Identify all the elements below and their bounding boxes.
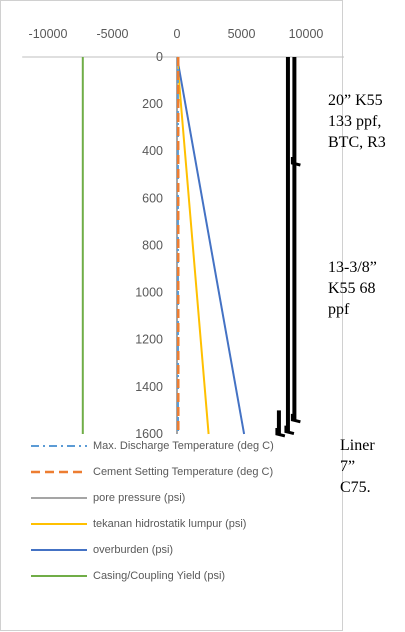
legend-item: Casing/Coupling Yield (psi) — [31, 563, 341, 589]
legend-swatch-pore — [31, 493, 87, 503]
legend-label: Cement Setting Temperature (deg C) — [93, 466, 273, 478]
series-line-4 — [177, 57, 244, 434]
legend-label: Casing/Coupling Yield (psi) — [93, 570, 225, 582]
y-tick-label: 1400 — [135, 380, 163, 394]
x-tick-label: 5000 — [228, 27, 256, 41]
legend-item: tekanan hidrostatik lumpur (psi) — [31, 511, 341, 537]
x-tick-label: 10000 — [289, 27, 324, 41]
legend-item: Cement Setting Temperature (deg C) — [31, 459, 341, 485]
legend: Max. Discharge Temperature (deg C) Cemen… — [31, 433, 341, 589]
annotation-liner-7: Liner 7” C75. — [340, 435, 375, 498]
legend-label: tekanan hidrostatik lumpur (psi) — [93, 518, 246, 530]
chart-area: -10000 -5000 0 5000 10000 0 200 400 600 800 1000 12… — [0, 0, 343, 631]
legend-label: Max. Discharge Temperature (deg C) — [93, 440, 274, 452]
legend-swatch-yield — [31, 571, 87, 581]
y-tick-label: 1000 — [135, 286, 163, 300]
x-tick-label: -10000 — [29, 27, 68, 41]
y-tick-label: 200 — [142, 97, 163, 111]
series-line-3 — [177, 57, 209, 434]
annotation-casing-20: 20” K55 133 ppf, BTC, R3 — [328, 90, 386, 153]
legend-item: Max. Discharge Temperature (deg C) — [31, 433, 341, 459]
legend-label: pore pressure (psi) — [93, 492, 185, 504]
annotation-casing-13: 13-3/8” K55 68 ppf — [328, 257, 377, 320]
legend-swatch-discharge — [31, 441, 87, 451]
legend-swatch-overburden — [31, 545, 87, 555]
legend-label: overburden (psi) — [93, 544, 173, 556]
x-tick-label: -5000 — [97, 27, 129, 41]
y-tick-label: 800 — [142, 238, 163, 252]
y-tick-label: 400 — [142, 144, 163, 158]
legend-swatch-cement — [31, 467, 87, 477]
x-tick-label: 0 — [174, 27, 181, 41]
legend-item: overburden (psi) — [31, 537, 341, 563]
legend-swatch-hydrostatic — [31, 519, 87, 529]
y-tick-label: 600 — [142, 191, 163, 205]
y-tick-label: 0 — [156, 50, 163, 64]
y-tick-label: 1200 — [135, 333, 163, 347]
legend-item: pore pressure (psi) — [31, 485, 341, 511]
